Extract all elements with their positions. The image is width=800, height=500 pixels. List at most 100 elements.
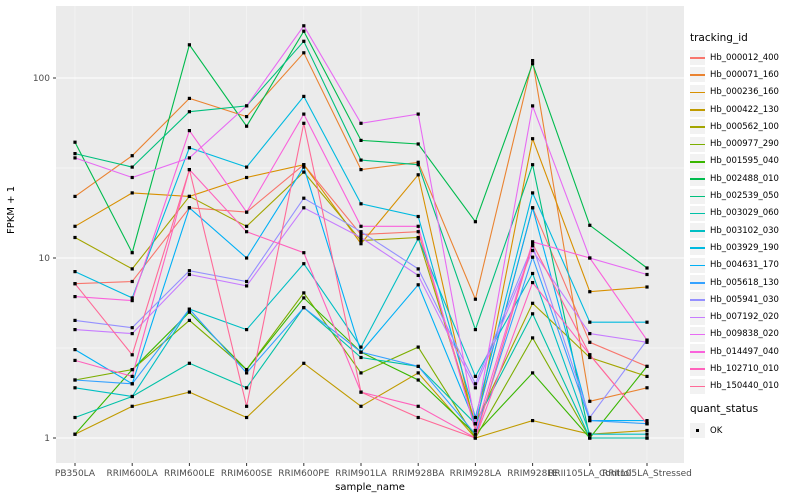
legend-key-swatch	[690, 205, 705, 221]
legend-item-label: Hb_000562_100	[710, 121, 779, 132]
data-point	[73, 152, 77, 156]
data-point	[73, 386, 77, 390]
data-point	[302, 112, 306, 116]
data-point	[73, 194, 77, 198]
x-tick-label: RRIM928LE	[507, 469, 558, 479]
data-point	[187, 272, 191, 277]
data-point	[416, 214, 420, 219]
data-point	[245, 115, 249, 119]
legend-item-label: Hb_009838_020	[710, 329, 779, 340]
legend-item-Hb_000236_160: Hb_000236_160	[690, 84, 779, 101]
data-point	[416, 163, 420, 167]
data-point	[359, 345, 363, 349]
data-point	[359, 121, 363, 125]
data-point	[645, 422, 649, 426]
data-point	[73, 282, 77, 286]
legend-line-icon	[690, 385, 705, 388]
legend-key-swatch	[690, 84, 705, 100]
legend-item-label: Hb_000236_160	[710, 87, 779, 98]
legend-item-label: Hb_005941_030	[710, 294, 779, 305]
data-point	[187, 110, 191, 114]
legend-item-Hb_000562_100: Hb_000562_100	[690, 118, 779, 135]
legend-item-Hb_004631_170: Hb_004631_170	[690, 257, 779, 274]
data-point	[531, 255, 535, 259]
data-point	[245, 210, 249, 214]
data-point	[302, 170, 306, 174]
legend-key-swatch	[690, 188, 705, 204]
data-point	[359, 138, 363, 142]
legend-item-label: Hb_014497_040	[710, 346, 779, 357]
data-point	[302, 206, 306, 210]
data-point	[73, 318, 77, 322]
legend-key-swatch	[690, 326, 705, 342]
legend-item-label: Hb_003102_030	[710, 225, 779, 236]
legend-item-label: Hb_001595_040	[710, 156, 779, 167]
data-point	[531, 371, 535, 375]
data-point	[245, 124, 249, 128]
legend-item-label: Hb_000422_130	[710, 104, 779, 115]
data-point	[187, 269, 191, 273]
legend-line-icon	[690, 109, 705, 111]
data-point	[531, 104, 535, 108]
data-point	[588, 353, 592, 357]
legend-title-quant-status: quant_status	[690, 403, 759, 415]
data-point	[531, 244, 535, 248]
y-axis-title: FPKM + 1	[6, 185, 17, 234]
data-point	[359, 350, 363, 354]
data-point	[416, 267, 420, 271]
black-square-point-icon	[695, 428, 700, 433]
data-point	[588, 436, 592, 440]
data-point	[416, 230, 420, 234]
data-point	[302, 121, 306, 125]
data-point	[473, 297, 477, 301]
data-point	[187, 194, 191, 198]
data-point	[645, 419, 649, 423]
data-point	[245, 328, 249, 332]
data-point	[245, 175, 249, 180]
data-point	[187, 390, 191, 394]
tracking-id-legend: Hb_000012_400 Hb_000071_160 Hb_000236_160 H…	[690, 49, 779, 395]
data-point	[302, 51, 306, 55]
x-tick-label: RRII105LA_Stressed	[602, 469, 692, 479]
data-point	[73, 235, 77, 240]
data-point	[416, 283, 420, 287]
data-point	[73, 140, 77, 144]
data-point	[187, 129, 191, 133]
x-tick-label: PB350LA	[55, 469, 96, 479]
legend-item-Hb_014497_040: Hb_014497_040	[690, 343, 779, 360]
data-point	[302, 196, 306, 200]
legend-item-label: Hb_002539_050	[710, 191, 779, 202]
data-point	[359, 390, 363, 394]
data-point	[130, 326, 134, 330]
legend-item-Hb_003102_030: Hb_003102_030	[690, 222, 779, 239]
data-point	[73, 270, 77, 274]
data-point	[73, 432, 77, 436]
legend-item-label: Hb_003029_060	[710, 208, 779, 219]
legend-line-icon	[690, 282, 705, 284]
data-point	[473, 436, 477, 440]
data-point	[588, 223, 592, 227]
legend-item-label: Hb_000012_400	[710, 52, 779, 63]
legend-key-swatch	[690, 153, 705, 169]
data-point	[187, 96, 191, 100]
legend-line-icon	[690, 143, 705, 146]
data-point	[645, 364, 649, 368]
legend-item-label: Hb_007192_020	[710, 312, 779, 323]
data-point	[416, 273, 420, 277]
legend-item-label: Hb_000071_160	[710, 69, 779, 80]
data-point	[187, 43, 191, 47]
data-point	[73, 224, 77, 228]
data-point	[359, 371, 363, 375]
x-tick-label: RRIM600PE	[278, 469, 330, 479]
legend-key-swatch	[690, 378, 705, 394]
legend-key-swatch	[690, 275, 705, 290]
legend-key-swatch	[690, 223, 705, 239]
legend-item-label: Hb_003929_190	[710, 242, 779, 253]
data-point	[645, 436, 649, 440]
data-point	[245, 404, 249, 408]
legend-line-icon	[690, 74, 705, 77]
legend-key-swatch	[690, 50, 705, 66]
data-point	[73, 358, 77, 362]
data-point	[130, 267, 134, 271]
data-point	[531, 419, 535, 423]
